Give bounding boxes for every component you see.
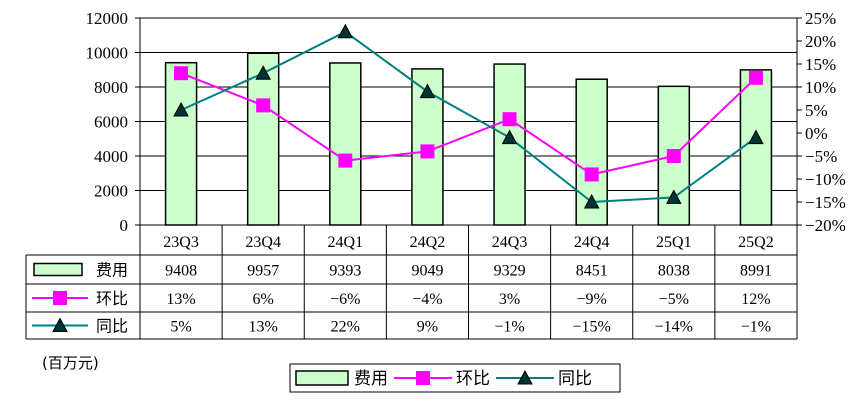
row-key-bar <box>33 262 83 277</box>
square-marker <box>53 291 67 305</box>
legend: 费用 环比 同比 <box>289 363 621 393</box>
data-table: 23Q3 23Q4 24Q1 24Q2 24Q3 24Q4 25Q1 25Q2 费用 9408 99… <box>25 224 798 340</box>
table-cell-value: 6% <box>253 291 274 308</box>
y-tick-label: 4000 <box>94 147 128 166</box>
table-cell-value: −9% <box>577 291 607 308</box>
triangle-marker <box>665 189 682 204</box>
table-cell-value: −5% <box>659 291 689 308</box>
row-series-name: 同比 <box>96 317 128 336</box>
legend-label: 费用 <box>354 369 388 389</box>
y2-tick-label: −5% <box>805 147 837 166</box>
square-marker <box>748 70 763 85</box>
y-tick-label: 6000 <box>94 113 128 132</box>
category-label: 24Q2 <box>410 234 446 251</box>
y2-tick-label: 0% <box>805 124 828 143</box>
triangle-marker <box>517 369 533 385</box>
legend-key-bar <box>295 370 349 386</box>
bar <box>493 63 526 226</box>
y2-tick-label: 5% <box>805 101 828 120</box>
table-cell-value: 3% <box>499 291 520 308</box>
series-markers <box>173 23 764 209</box>
table-cell-value: −6% <box>330 291 360 308</box>
table-cell-value: −14% <box>655 319 693 336</box>
category-label: 24Q3 <box>492 234 528 251</box>
triangle-marker <box>255 65 272 80</box>
square-marker <box>502 112 517 127</box>
legend-label: 环比 <box>456 369 490 389</box>
category-label: 23Q4 <box>245 234 281 251</box>
right-axis-ticks: −20% −15% −10% −5% 0% 5% 10% 15% 20% 25% <box>805 9 846 235</box>
square-marker <box>584 167 599 182</box>
y2-tick-label: 10% <box>805 78 836 97</box>
y2-tick-label: 15% <box>805 55 836 74</box>
square-marker <box>420 144 435 159</box>
table-cell-value: 9408 <box>165 263 197 280</box>
y2-tick-label: −10% <box>805 170 846 189</box>
table-cell-value: 13% <box>166 291 195 308</box>
table-cell-value: −1% <box>741 319 771 336</box>
triangle-marker <box>52 317 68 332</box>
triangle-marker <box>173 101 189 117</box>
square-marker <box>256 98 271 113</box>
triangle-marker <box>501 129 518 145</box>
y2-tick-label: 20% <box>805 32 836 51</box>
square-marker <box>416 371 430 385</box>
y-tick-label: 10000 <box>86 44 129 63</box>
table-cell-value: 9% <box>417 319 438 336</box>
table-cell-value: −15% <box>573 319 611 336</box>
table-cell-value: 9957 <box>247 263 279 280</box>
legend-label: 同比 <box>558 369 592 389</box>
table-cell-value: 9329 <box>494 263 526 280</box>
y-tick-label: 8000 <box>94 78 128 97</box>
y2-tick-label: 25% <box>805 9 836 28</box>
bar <box>164 61 198 226</box>
table-cell-value: 5% <box>170 319 191 336</box>
table-cell-value: 8451 <box>576 263 608 280</box>
row-series-name: 环比 <box>96 289 128 308</box>
triangle-marker <box>583 193 600 209</box>
square-marker <box>338 153 353 168</box>
y2-tick-label: −15% <box>805 193 846 212</box>
axes <box>135 17 802 226</box>
bar <box>739 69 773 226</box>
y-tick-label: 12000 <box>86 9 129 28</box>
triangle-marker <box>419 83 436 99</box>
category-label: 25Q2 <box>738 234 774 251</box>
y-tick-label: 0 <box>120 216 129 235</box>
category-label: 23Q3 <box>163 234 199 251</box>
table-cell-value: 12% <box>741 291 770 308</box>
table-cell-value: 13% <box>249 319 278 336</box>
square-marker <box>666 149 681 163</box>
y-tick-label: 2000 <box>94 182 128 201</box>
triangle-marker <box>748 129 764 145</box>
series-line <box>180 30 757 204</box>
row-series-name: 费用 <box>96 261 128 280</box>
table-cell-value: 8038 <box>658 263 690 280</box>
square-marker <box>174 66 189 81</box>
bar <box>329 62 362 226</box>
table-cell-value: 8991 <box>740 263 772 280</box>
table-cell-value: −4% <box>412 291 442 308</box>
triangle-marker <box>337 23 354 39</box>
category-label: 24Q1 <box>328 234 364 251</box>
table-cell-value: 22% <box>331 319 360 336</box>
table-cell-value: 9393 <box>329 263 361 280</box>
y2-tick-label: −20% <box>805 216 846 235</box>
category-label: 24Q4 <box>574 234 610 251</box>
table-cell-value: 9049 <box>411 263 443 280</box>
series-line <box>180 72 757 176</box>
category-label: 25Q1 <box>656 234 692 251</box>
series-lines <box>180 30 757 204</box>
unit-label: (百万元) <box>42 354 99 372</box>
left-axis-ticks: 0 2000 4000 6000 8000 10000 12000 <box>86 9 129 235</box>
table-cell-value: −1% <box>494 319 524 336</box>
